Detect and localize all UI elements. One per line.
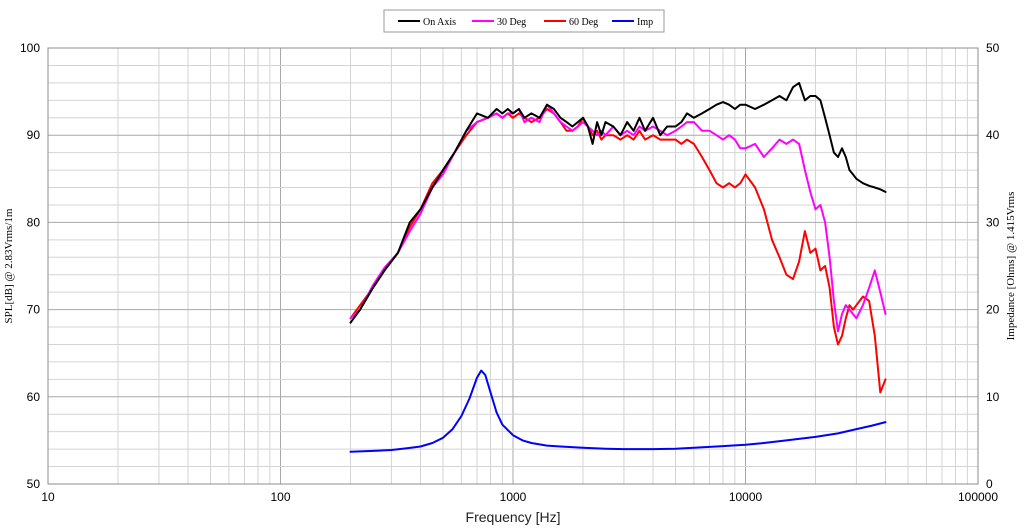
- series-line-imp: [349, 369, 887, 453]
- x-tick-label: 100000: [958, 490, 998, 504]
- legend-box: [383, 9, 665, 33]
- plot-frame: [47, 47, 979, 485]
- grid-lines: [48, 48, 978, 484]
- y2-tick-label: 40: [986, 128, 1000, 142]
- y-tick-label: 70: [27, 303, 41, 317]
- legend-label-on-axis: On Axis: [423, 17, 456, 28]
- y-tick-label: 60: [27, 390, 41, 404]
- tick-labels: 10 100 1000 10000 10000050607080901000102030…: [20, 41, 1000, 504]
- y-tick-label: 50: [27, 477, 41, 491]
- legend: On Axis 30 Deg 60 Deg Imp: [383, 9, 665, 33]
- x-tick-label: 10: [41, 490, 55, 504]
- y-axis-label: SPL[dB] @ 2.83Vrms/1m: [3, 208, 15, 323]
- y2-tick-label: 30: [986, 215, 1000, 229]
- series-line-30-deg: [349, 103, 887, 333]
- legend-label-30-deg: 30 Deg: [497, 17, 526, 28]
- y2-tick-label: 10: [986, 390, 1000, 404]
- x-tick-label: 100: [270, 490, 290, 504]
- y2-tick-label: 0: [986, 477, 993, 491]
- y2-tick-label: 20: [986, 303, 1000, 317]
- x-axis-label: Frequency [Hz]: [466, 509, 561, 525]
- y-tick-label: 100: [20, 41, 40, 55]
- series-line-on-axis: [349, 81, 887, 324]
- series-layer: [349, 81, 887, 453]
- legend-label-60-deg: 60 Deg: [569, 17, 598, 28]
- y-tick-label: 80: [27, 215, 41, 229]
- x-tick-label: 10000: [729, 490, 763, 504]
- legend-label-imp: Imp: [637, 17, 653, 28]
- x-tick-label: 1000: [500, 490, 527, 504]
- y-tick-label: 90: [27, 128, 41, 142]
- y2-tick-label: 50: [986, 41, 1000, 55]
- y2-axis-label: Impedance [Ohms] @ 1.415Vrms: [1005, 192, 1017, 341]
